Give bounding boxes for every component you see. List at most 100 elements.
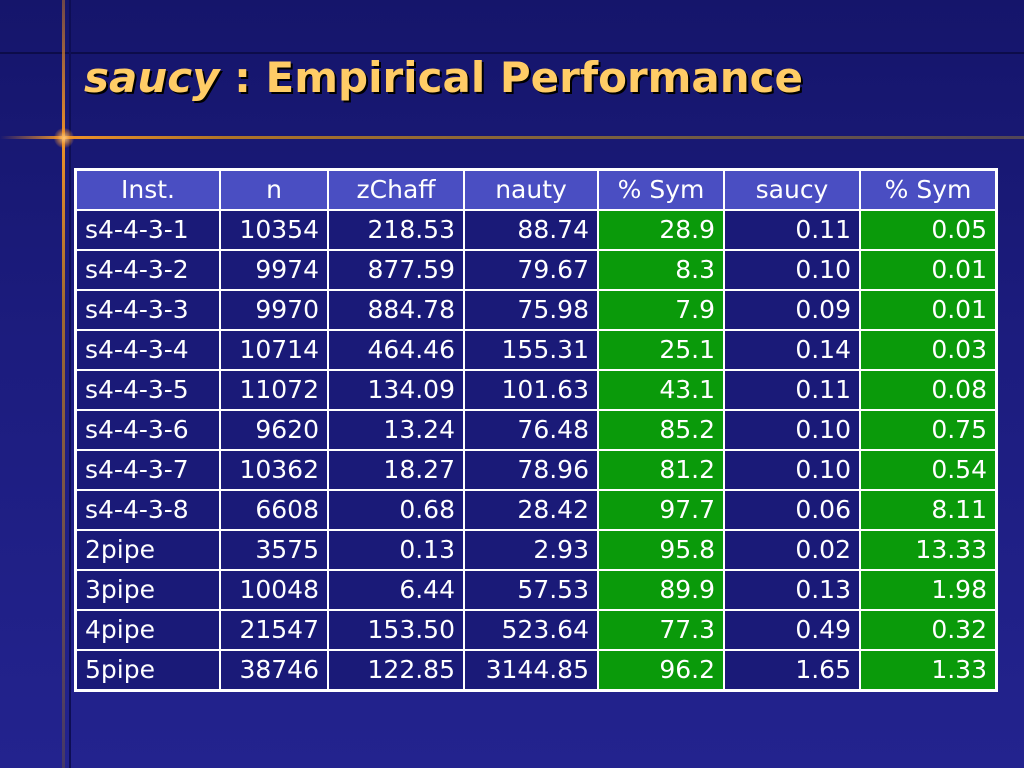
table-header: Inst. n zChaff nauty % Sym saucy % Sym xyxy=(74,168,998,211)
performance-table: Inst. n zChaff nauty % Sym saucy % Sym s… xyxy=(74,168,998,692)
header-nauty-sym: % Sym xyxy=(597,168,725,211)
slide-title-text: : Empirical Performance xyxy=(219,53,804,102)
cell-saucy: 1.65 xyxy=(723,649,861,692)
top-divider-line xyxy=(0,52,1024,54)
header-saucy: saucy xyxy=(723,168,861,211)
table-row: 3pipe 10048 6.44 57.53 89.9 0.13 1.98 xyxy=(74,569,998,611)
cell-saucy: 0.13 xyxy=(723,569,861,611)
cell-saucy-sym: 0.32 xyxy=(859,609,998,651)
cell-n: 38746 xyxy=(219,649,329,692)
cell-inst: s4-4-3-5 xyxy=(74,369,221,411)
cell-inst: 4pipe xyxy=(74,609,221,651)
cell-saucy-sym: 0.03 xyxy=(859,329,998,371)
header-saucy-sym: % Sym xyxy=(859,168,998,211)
header-inst: Inst. xyxy=(74,168,221,211)
table-row: s4-4-3-7 10362 18.27 78.96 81.2 0.10 0.5… xyxy=(74,449,998,491)
cell-zchaff: 153.50 xyxy=(327,609,465,651)
cell-n: 21547 xyxy=(219,609,329,651)
cell-saucy: 0.11 xyxy=(723,209,861,251)
table-row: s4-4-3-4 10714 464.46 155.31 25.1 0.14 0… xyxy=(74,329,998,371)
cell-inst: s4-4-3-3 xyxy=(74,289,221,331)
cell-saucy-sym: 0.01 xyxy=(859,289,998,331)
cell-saucy: 0.02 xyxy=(723,529,861,571)
cell-n: 11072 xyxy=(219,369,329,411)
cell-nauty: 75.98 xyxy=(463,289,599,331)
cell-zchaff: 13.24 xyxy=(327,409,465,451)
table-row: 4pipe 21547 153.50 523.64 77.3 0.49 0.32 xyxy=(74,609,998,651)
table-row: s4-4-3-2 9974 877.59 79.67 8.3 0.10 0.01 xyxy=(74,249,998,291)
cell-inst: 2pipe xyxy=(74,529,221,571)
accent-glow xyxy=(54,128,74,148)
table-body: s4-4-3-1 10354 218.53 88.74 28.9 0.11 0.… xyxy=(74,209,998,692)
table-row: 2pipe 3575 0.13 2.93 95.8 0.02 13.33 xyxy=(74,529,998,571)
cell-n: 10048 xyxy=(219,569,329,611)
cell-zchaff: 6.44 xyxy=(327,569,465,611)
table-header-row: Inst. n zChaff nauty % Sym saucy % Sym xyxy=(74,168,998,211)
cell-saucy-sym: 1.33 xyxy=(859,649,998,692)
cell-zchaff: 884.78 xyxy=(327,289,465,331)
cell-zchaff: 877.59 xyxy=(327,249,465,291)
cell-saucy-sym: 13.33 xyxy=(859,529,998,571)
cell-zchaff: 0.68 xyxy=(327,489,465,531)
table-row: s4-4-3-1 10354 218.53 88.74 28.9 0.11 0.… xyxy=(74,209,998,251)
cell-n: 10362 xyxy=(219,449,329,491)
cell-nauty: 101.63 xyxy=(463,369,599,411)
cell-zchaff: 218.53 xyxy=(327,209,465,251)
cell-inst: s4-4-3-7 xyxy=(74,449,221,491)
cell-saucy-sym: 0.08 xyxy=(859,369,998,411)
slide-title-emphasis: saucy xyxy=(84,53,220,102)
cell-nauty-sym: 25.1 xyxy=(597,329,725,371)
vertical-accent-line xyxy=(62,0,65,768)
table-row: s4-4-3-5 11072 134.09 101.63 43.1 0.11 0… xyxy=(74,369,998,411)
cell-inst: s4-4-3-1 xyxy=(74,209,221,251)
cell-nauty: 76.48 xyxy=(463,409,599,451)
cell-nauty-sym: 85.2 xyxy=(597,409,725,451)
cell-zchaff: 464.46 xyxy=(327,329,465,371)
cell-n: 9970 xyxy=(219,289,329,331)
cell-saucy-sym: 1.98 xyxy=(859,569,998,611)
cell-saucy: 0.09 xyxy=(723,289,861,331)
horizontal-accent-line xyxy=(0,136,1024,139)
cell-nauty: 88.74 xyxy=(463,209,599,251)
cell-inst: 5pipe xyxy=(74,649,221,692)
cell-nauty: 2.93 xyxy=(463,529,599,571)
header-nauty: nauty xyxy=(463,168,599,211)
cell-inst: s4-4-3-6 xyxy=(74,409,221,451)
cell-saucy: 0.10 xyxy=(723,249,861,291)
cell-inst: s4-4-3-8 xyxy=(74,489,221,531)
cell-nauty-sym: 81.2 xyxy=(597,449,725,491)
vertical-dark-line xyxy=(69,0,71,768)
cell-n: 9974 xyxy=(219,249,329,291)
cell-nauty: 57.53 xyxy=(463,569,599,611)
cell-nauty-sym: 8.3 xyxy=(597,249,725,291)
cell-nauty-sym: 95.8 xyxy=(597,529,725,571)
cell-zchaff: 134.09 xyxy=(327,369,465,411)
cell-zchaff: 122.85 xyxy=(327,649,465,692)
cell-nauty-sym: 7.9 xyxy=(597,289,725,331)
cell-nauty-sym: 97.7 xyxy=(597,489,725,531)
cell-nauty: 155.31 xyxy=(463,329,599,371)
cell-saucy-sym: 0.05 xyxy=(859,209,998,251)
cell-nauty-sym: 96.2 xyxy=(597,649,725,692)
cell-n: 6608 xyxy=(219,489,329,531)
cell-nauty-sym: 28.9 xyxy=(597,209,725,251)
table-row: s4-4-3-3 9970 884.78 75.98 7.9 0.09 0.01 xyxy=(74,289,998,331)
table-row: s4-4-3-6 9620 13.24 76.48 85.2 0.10 0.75 xyxy=(74,409,998,451)
cell-saucy: 0.10 xyxy=(723,409,861,451)
header-n: n xyxy=(219,168,329,211)
cell-zchaff: 18.27 xyxy=(327,449,465,491)
cell-nauty: 523.64 xyxy=(463,609,599,651)
table-row: 5pipe 38746 122.85 3144.85 96.2 1.65 1.3… xyxy=(74,649,998,692)
cell-saucy: 0.49 xyxy=(723,609,861,651)
cell-inst: 3pipe xyxy=(74,569,221,611)
cell-inst: s4-4-3-4 xyxy=(74,329,221,371)
cell-saucy-sym: 0.01 xyxy=(859,249,998,291)
cell-saucy: 0.14 xyxy=(723,329,861,371)
slide-title: saucy : Empirical Performance xyxy=(84,50,803,106)
cell-saucy: 0.11 xyxy=(723,369,861,411)
cell-zchaff: 0.13 xyxy=(327,529,465,571)
cell-saucy-sym: 0.54 xyxy=(859,449,998,491)
cell-n: 3575 xyxy=(219,529,329,571)
cell-saucy-sym: 8.11 xyxy=(859,489,998,531)
cell-saucy-sym: 0.75 xyxy=(859,409,998,451)
